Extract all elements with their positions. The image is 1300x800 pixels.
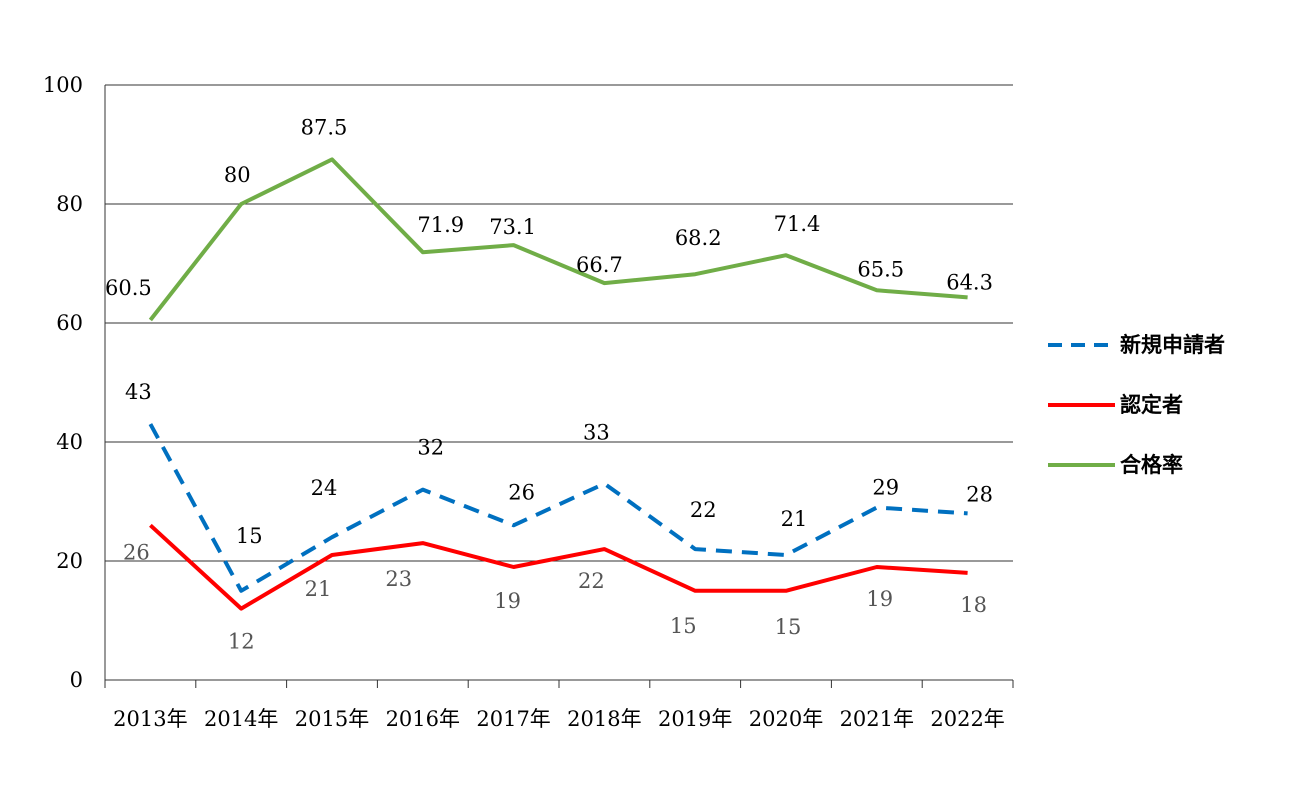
data-label: 12 [228, 630, 255, 654]
data-label: 33 [583, 421, 610, 445]
y-tick-label: 60 [56, 311, 83, 335]
x-tick-label: 2016年 [386, 707, 460, 731]
data-label: 18 [960, 593, 987, 617]
data-labels: 43 15 24 32 26 33 22 21 29 28 26 12 21 23 19 22 15 15 19 18… [105, 115, 993, 653]
x-tick-label: 2021年 [840, 707, 914, 731]
data-label: 64.3 [946, 270, 993, 294]
x-tick-label: 2017年 [476, 707, 550, 731]
x-tick-label: 2013年 [113, 707, 187, 731]
data-label: 80 [224, 163, 251, 187]
data-label: 22 [690, 498, 717, 522]
series-line-2 [148, 157, 968, 322]
x-tick-label: 2022年 [930, 707, 1004, 731]
data-label: 26 [508, 480, 535, 504]
x-tick-label: 2014年 [204, 707, 278, 731]
y-tick-label: 100 [43, 73, 83, 97]
data-label: 32 [417, 436, 444, 460]
data-label: 22 [578, 569, 605, 593]
data-label: 21 [781, 507, 808, 531]
data-label: 87.5 [301, 115, 348, 139]
data-label: 65.5 [857, 257, 904, 281]
x-tick-label: 2020年 [749, 707, 823, 731]
data-label: 28 [966, 482, 993, 506]
legend-label-2: 合格率 [1120, 453, 1183, 477]
x-tick-label: 2019年 [658, 707, 732, 731]
data-label: 71.4 [774, 212, 821, 236]
data-label: 19 [866, 587, 893, 611]
x-tick-label: 2015年 [295, 707, 369, 731]
data-label: 24 [311, 476, 338, 500]
data-label: 43 [125, 380, 152, 404]
y-tick-label: 80 [56, 192, 83, 216]
y-tick-label: 0 [70, 668, 83, 692]
data-label: 29 [872, 476, 899, 500]
y-tick-label: 40 [56, 430, 83, 454]
data-label: 15 [775, 615, 802, 639]
series [148, 157, 968, 611]
data-label: 15 [236, 524, 263, 548]
series-line-0 [148, 423, 968, 593]
x-tick-label: 2018年 [567, 707, 641, 731]
data-label: 26 [123, 540, 150, 564]
y-tick-label: 20 [56, 549, 83, 573]
data-label: 68.2 [675, 226, 722, 250]
legend-label-1: 認定者 [1120, 393, 1183, 417]
data-label: 60.5 [105, 276, 152, 300]
axes: 0 20 40 60 80 100 2013年 2014年 2015年 2016年 2017年 201… [43, 73, 1014, 731]
data-label: 19 [494, 589, 521, 613]
data-label: 23 [385, 567, 412, 591]
legend-label-0: 新規申請者 [1120, 333, 1225, 357]
series-line-1 [149, 523, 968, 611]
data-label: 71.9 [417, 213, 464, 237]
data-label: 66.7 [576, 253, 623, 277]
data-label: 21 [305, 577, 332, 601]
data-label: 15 [670, 614, 697, 638]
grid [105, 84, 1013, 562]
data-label: 73.1 [489, 215, 536, 239]
